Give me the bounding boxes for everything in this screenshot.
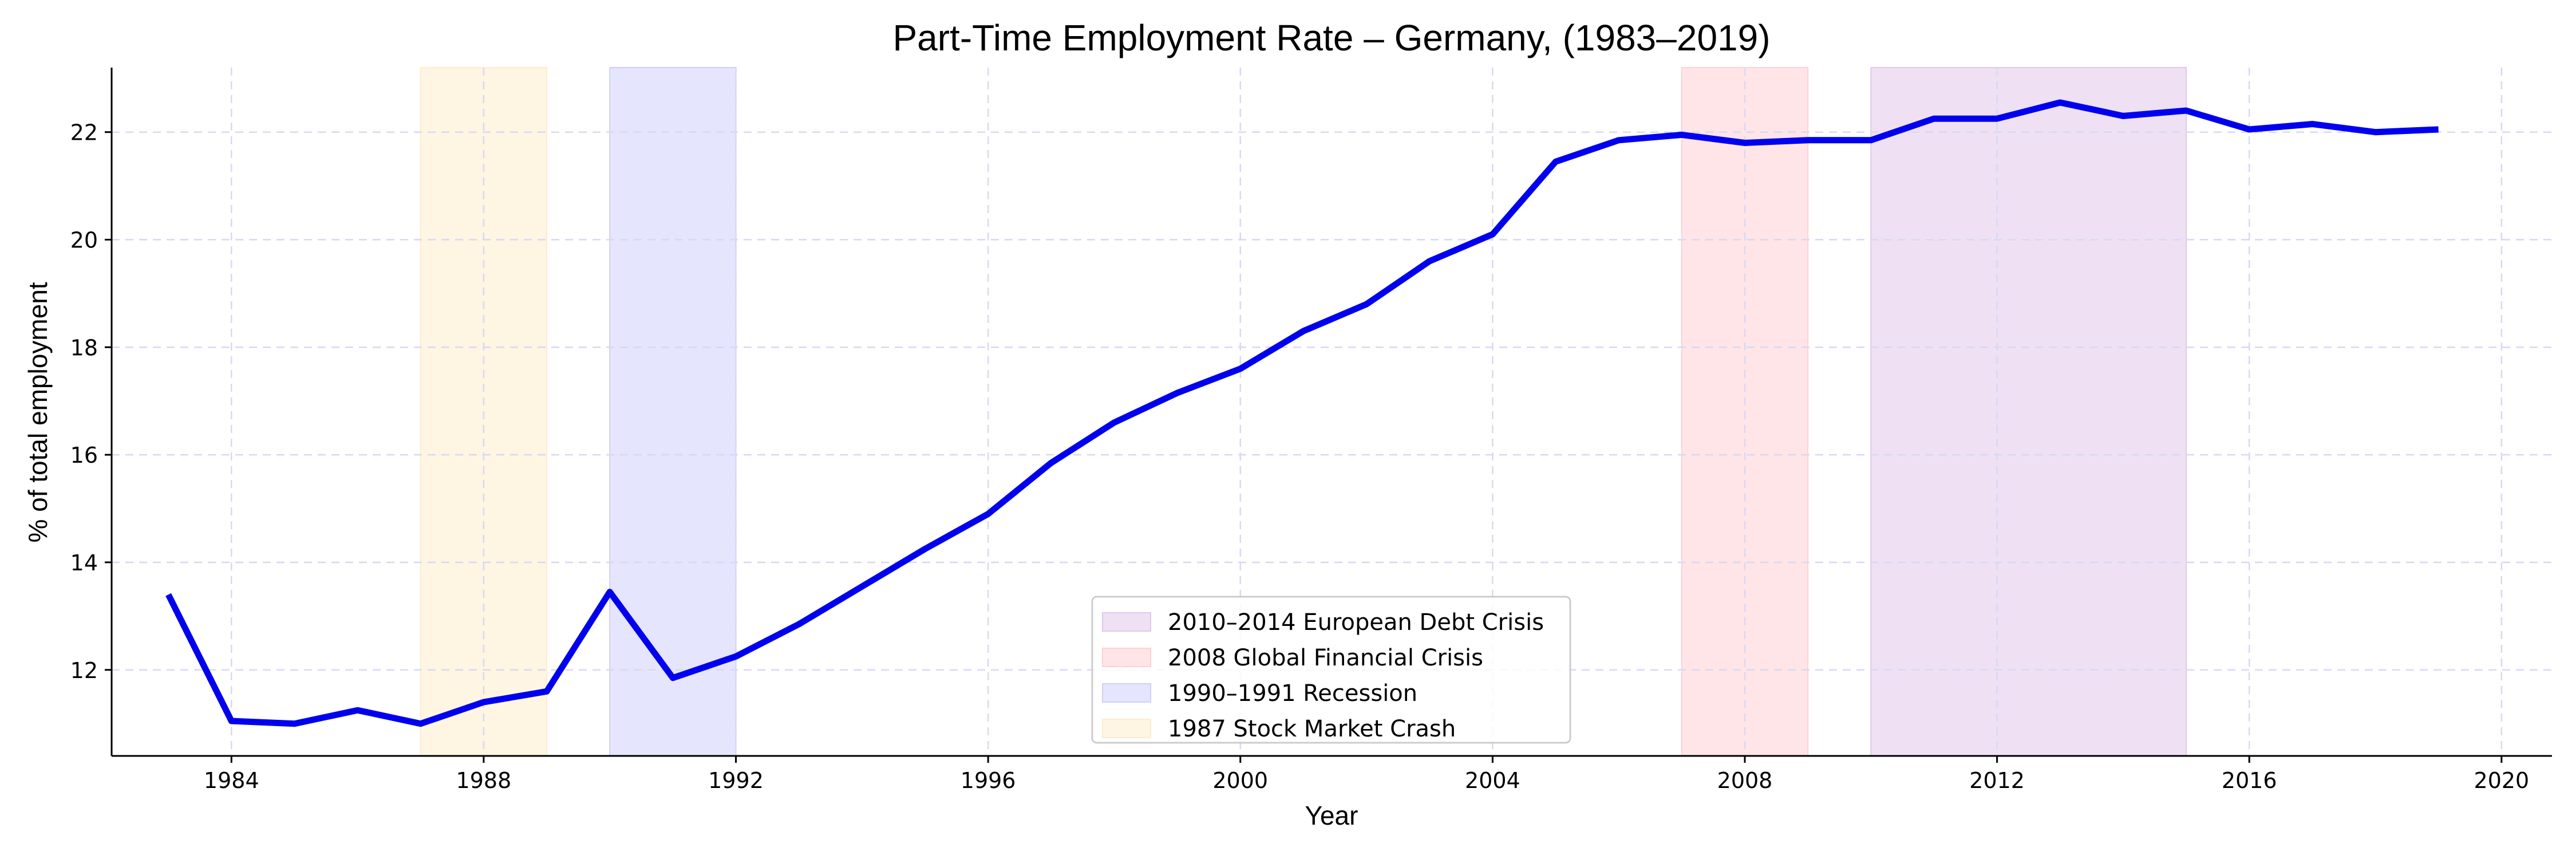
legend-swatch-0 xyxy=(1102,612,1151,632)
legend-swatch-1 xyxy=(1102,648,1151,667)
x-tick-label: 2020 xyxy=(2474,768,2530,793)
legend-box xyxy=(1091,596,1571,744)
shaded-period-0 xyxy=(1870,67,2187,756)
x-tick-label: 1988 xyxy=(456,768,512,793)
shaded-period-2 xyxy=(609,67,737,756)
legend-swatch-2 xyxy=(1102,683,1151,703)
x-tick-label: 1984 xyxy=(204,768,259,793)
y-tick-label: 12 xyxy=(70,658,98,683)
legend-label: 1987 Stock Market Crash xyxy=(1168,716,1456,742)
x-tick-label: 2008 xyxy=(1717,768,1773,793)
x-tick-label: 2012 xyxy=(1969,768,2025,793)
x-tick-label: 2016 xyxy=(2222,768,2277,793)
data-series xyxy=(165,99,2439,727)
legend: 2010–2014 European Debt Crisis 2008 Globa… xyxy=(1091,596,1571,744)
x-axis-label: Year xyxy=(1305,801,1358,830)
x-tick-label: 2000 xyxy=(1212,768,1268,793)
x-tick-label: 2004 xyxy=(1465,768,1520,793)
y-tick-label: 22 xyxy=(70,120,98,145)
legend-label: 2010–2014 European Debt Crisis xyxy=(1168,609,1544,636)
tick-labels: 1984 1988 1992 1996 2000 2004 2008 2012 2016 2020… xyxy=(70,120,2530,793)
y-tick-label: 18 xyxy=(70,335,98,360)
y-axis-label: % of total employment xyxy=(23,282,53,542)
y-tick-label: 14 xyxy=(70,550,98,576)
x-tick-label: 1996 xyxy=(961,768,1016,793)
legend-label: 2008 Global Financial Crisis xyxy=(1168,645,1483,671)
chart-title: Part-Time Employment Rate – Germany, (19… xyxy=(892,17,1770,58)
axes xyxy=(110,68,2552,757)
grid-lines xyxy=(112,68,2552,756)
y-tick-label: 20 xyxy=(70,228,98,253)
y-tick-label: 16 xyxy=(70,443,98,468)
series-line-0 xyxy=(165,99,2439,727)
x-tick-label: 1992 xyxy=(708,768,764,793)
legend-swatch-3 xyxy=(1102,719,1151,738)
legend-label: 1990–1991 Recession xyxy=(1168,680,1417,707)
